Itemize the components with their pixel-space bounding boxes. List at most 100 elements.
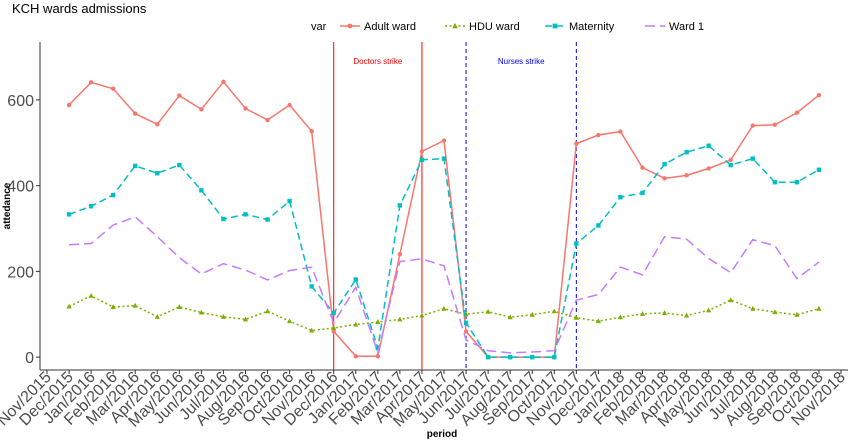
data-point bbox=[265, 117, 270, 123]
data-point bbox=[375, 345, 381, 351]
data-point bbox=[639, 311, 646, 316]
series-adult-ward bbox=[66, 79, 822, 360]
data-point bbox=[573, 314, 579, 320]
data-point bbox=[199, 188, 204, 193]
data-point bbox=[595, 318, 601, 324]
legend-key-marker bbox=[452, 23, 458, 29]
legend-label: Ward 1 bbox=[669, 21, 704, 33]
legend-item-hdu-ward: HDU ward bbox=[445, 21, 520, 33]
data-point bbox=[110, 192, 116, 198]
data-point bbox=[684, 173, 689, 178]
y-tick-label: 0 bbox=[25, 350, 34, 367]
data-point bbox=[397, 316, 403, 322]
data-point bbox=[133, 163, 138, 169]
data-point bbox=[309, 327, 315, 333]
series-maternity bbox=[66, 143, 822, 360]
legend-label: Adult ward bbox=[364, 21, 416, 33]
data-point bbox=[243, 212, 248, 217]
legend: var Adult ward HDU ward Maternity Ward 1 bbox=[311, 21, 704, 33]
data-point bbox=[816, 305, 822, 311]
data-point bbox=[133, 111, 138, 116]
data-point bbox=[794, 110, 800, 115]
data-point bbox=[684, 149, 689, 155]
data-point bbox=[463, 329, 469, 334]
data-point bbox=[375, 319, 381, 324]
series-line bbox=[68, 80, 820, 358]
data-point bbox=[221, 79, 226, 85]
data-point bbox=[176, 304, 182, 309]
data-point bbox=[574, 141, 579, 146]
series-line bbox=[69, 216, 820, 356]
axes: 0200400600Nov/2015Dec/2015Jan/2016Feb/20… bbox=[0, 42, 849, 431]
data-point bbox=[199, 107, 204, 112]
data-point bbox=[640, 165, 645, 170]
data-point bbox=[242, 316, 249, 322]
legend-key-marker bbox=[552, 23, 558, 29]
data-point bbox=[375, 354, 381, 359]
data-point bbox=[221, 216, 226, 222]
data-point bbox=[110, 86, 116, 91]
data-point bbox=[88, 80, 94, 85]
data-point bbox=[198, 309, 204, 315]
data-point bbox=[88, 293, 94, 298]
legend-item-maternity: Maternity bbox=[545, 21, 615, 33]
legend-label: HDU ward bbox=[469, 21, 520, 33]
data-point bbox=[772, 180, 778, 185]
data-point bbox=[728, 162, 733, 168]
data-point bbox=[154, 314, 160, 319]
data-point bbox=[706, 143, 711, 148]
data-point bbox=[750, 156, 755, 161]
data-point bbox=[155, 171, 160, 176]
data-point bbox=[551, 308, 557, 314]
data-point bbox=[287, 102, 292, 108]
data-point bbox=[750, 305, 756, 311]
data-point bbox=[684, 312, 690, 318]
data-point bbox=[750, 123, 755, 128]
data-point bbox=[772, 309, 778, 315]
data-point bbox=[264, 308, 271, 314]
data-point bbox=[397, 252, 403, 257]
annotations: Doctors strike Nurses strike bbox=[333, 42, 577, 370]
y-tick-label: 400 bbox=[7, 179, 34, 196]
series-ward-1 bbox=[69, 216, 820, 356]
data-point bbox=[353, 321, 359, 327]
series-hdu-ward bbox=[66, 293, 822, 333]
strike-label: Doctors strike bbox=[353, 57, 402, 66]
data-point bbox=[419, 149, 425, 154]
data-point bbox=[662, 161, 667, 167]
data-point bbox=[794, 311, 800, 317]
data-point bbox=[287, 198, 292, 204]
series-layer bbox=[66, 79, 822, 360]
data-point bbox=[463, 320, 469, 326]
data-point bbox=[132, 302, 138, 308]
data-point bbox=[441, 138, 447, 143]
data-point bbox=[552, 354, 557, 360]
data-point bbox=[794, 180, 800, 185]
data-point bbox=[353, 277, 358, 282]
data-point bbox=[155, 122, 160, 127]
data-point bbox=[507, 354, 513, 360]
data-point bbox=[596, 132, 601, 138]
chart-title: KCH wards admissions bbox=[12, 1, 147, 16]
y-tick-label: 200 bbox=[7, 264, 34, 281]
data-point bbox=[220, 314, 227, 319]
data-point bbox=[177, 162, 182, 168]
legend-item-ward-1: Ward 1 bbox=[645, 21, 704, 33]
data-point bbox=[485, 308, 491, 314]
data-point bbox=[706, 307, 712, 313]
y-axis-title: attedance bbox=[2, 182, 13, 229]
data-point bbox=[596, 223, 601, 228]
data-point bbox=[662, 176, 667, 181]
data-point bbox=[441, 156, 447, 161]
data-point bbox=[640, 190, 645, 196]
data-point bbox=[816, 92, 822, 98]
data-point bbox=[574, 241, 579, 246]
data-point bbox=[66, 102, 72, 108]
data-point bbox=[661, 310, 668, 315]
data-point bbox=[309, 284, 314, 289]
data-point bbox=[485, 354, 491, 360]
data-point bbox=[617, 314, 624, 320]
data-point bbox=[530, 354, 535, 360]
data-point bbox=[331, 329, 336, 334]
